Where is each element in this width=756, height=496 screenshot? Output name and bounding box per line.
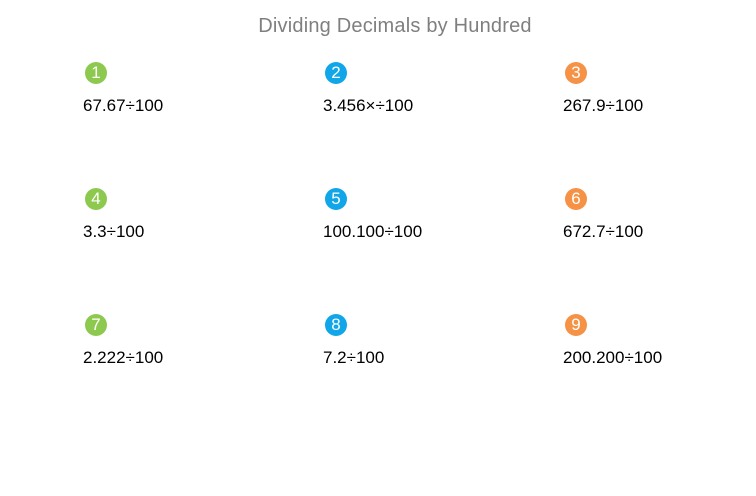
problem-number-badge: 1 xyxy=(85,62,107,84)
problem-number-badge: 3 xyxy=(565,62,587,84)
problem-expression: 3.456×÷100 xyxy=(323,96,414,115)
page-title: Dividing Decimals by Hundred xyxy=(258,15,532,37)
problem-expression: 100.100÷100 xyxy=(323,222,423,241)
problem-number-badge: 4 xyxy=(85,188,107,210)
problem-number-badge: 7 xyxy=(85,314,107,336)
problem-1: 1 67.67÷100 xyxy=(83,62,283,142)
problem-expression: 200.200÷100 xyxy=(563,348,663,367)
problem-expression: 267.9÷100 xyxy=(563,96,644,115)
problem-8: 8 7.2÷100 xyxy=(323,314,523,394)
problem-3: 3 267.9÷100 xyxy=(563,62,756,142)
problem-number-badge: 9 xyxy=(565,314,587,336)
problem-expression: 2.222÷100 xyxy=(83,348,164,367)
problem-4: 4 3.3÷100 xyxy=(83,188,283,268)
problem-expression: 3.3÷100 xyxy=(83,222,145,241)
problem-5: 5 100.100÷100 xyxy=(323,188,523,268)
problem-9: 9 200.200÷100 xyxy=(563,314,756,394)
problem-2: 2 3.456×÷100 xyxy=(323,62,523,142)
problem-number-badge: 8 xyxy=(325,314,347,336)
problem-expression: 67.67÷100 xyxy=(83,96,164,115)
problem-expression: 7.2÷100 xyxy=(323,348,385,367)
problem-6: 6 672.7÷100 xyxy=(563,188,756,268)
problem-number-badge: 6 xyxy=(565,188,587,210)
problem-number-badge: 2 xyxy=(325,62,347,84)
problem-number-badge: 5 xyxy=(325,188,347,210)
problem-7: 7 2.222÷100 xyxy=(83,314,283,394)
problem-expression: 672.7÷100 xyxy=(563,222,644,241)
